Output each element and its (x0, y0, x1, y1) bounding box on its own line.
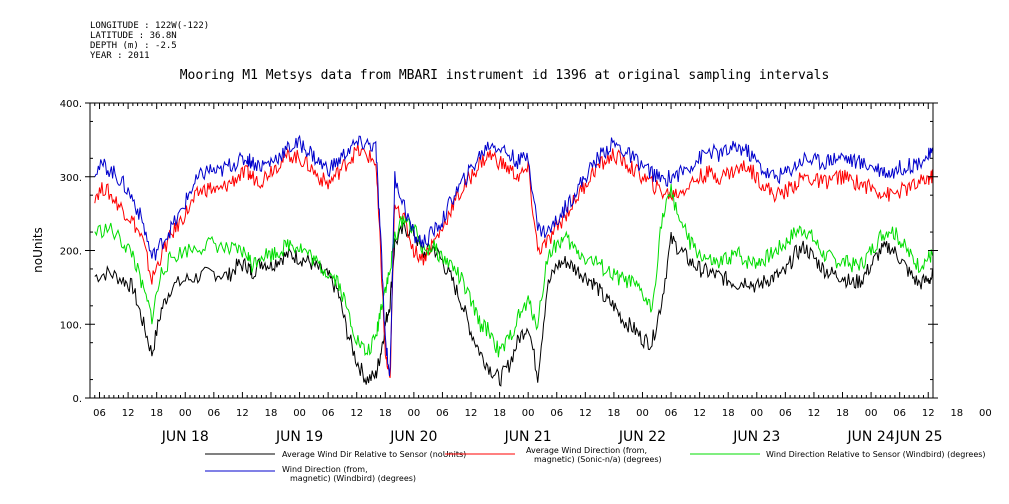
x-hour-label: 18 (722, 408, 735, 419)
x-hour-label: 12 (350, 408, 363, 419)
y-tick-label: 400. (60, 99, 82, 110)
latitude-text: LATITUDE : 36.8N (90, 31, 177, 41)
x-hour-label: 18 (493, 408, 506, 419)
x-hour-label: 06 (436, 408, 449, 419)
x-day-label: JUN 25 (894, 429, 942, 445)
x-hour-label: 12 (579, 408, 592, 419)
series-line-1 (94, 222, 934, 387)
chart-title: Mooring M1 Metsys data from MBARI instru… (179, 68, 830, 83)
x-day-label: JUN 19 (275, 429, 323, 445)
depth-text: DEPTH (m) : -2.5 (90, 41, 177, 51)
series-line-4 (94, 134, 934, 377)
x-day-label: JUN 24 (847, 429, 895, 445)
x-hour-label: 00 (979, 408, 992, 419)
x-hour-label: 06 (550, 408, 563, 419)
x-hour-label: 18 (150, 408, 163, 419)
x-hour-label: 06 (207, 408, 220, 419)
x-hour-label: 12 (236, 408, 249, 419)
legend-label-4: Wind Direction (from, magnetic) (Windbird… (282, 465, 416, 483)
x-hour-label: 00 (865, 408, 878, 419)
y-tick-label: 100. (60, 320, 82, 331)
legend-label-3: Wind Direction Relative to Sensor (Windb… (766, 450, 986, 459)
y-tick-label: 200. (60, 247, 82, 258)
x-hour-label: 12 (465, 408, 478, 419)
x-hour-label: 00 (636, 408, 649, 419)
x-hour-label: 18 (379, 408, 392, 419)
year-text: YEAR : 2011 (90, 51, 150, 61)
x-hour-label: 12 (693, 408, 706, 419)
y-tick-label: 300. (60, 173, 82, 184)
y-tick-label: 0. (72, 394, 82, 405)
x-hour-label: 06 (93, 408, 106, 419)
x-day-label: JUN 23 (732, 429, 780, 445)
x-hour-label: 00 (407, 408, 420, 419)
x-hour-label: 18 (608, 408, 621, 419)
x-hour-label: 06 (665, 408, 678, 419)
x-hour-label: 00 (293, 408, 306, 419)
x-hour-label: 06 (779, 408, 792, 419)
longitude-text: LONGITUDE : 122W(-122) (90, 21, 210, 31)
series-line-3 (94, 183, 934, 358)
x-day-label: JUN 18 (161, 429, 209, 445)
x-hour-label: 12 (808, 408, 821, 419)
series-line-2 (94, 143, 934, 378)
x-hour-label: 00 (522, 408, 535, 419)
x-hour-label: 18 (265, 408, 278, 419)
legend-label-1: Average Wind Dir Relative to Sensor (noU… (282, 450, 466, 459)
legend-label-2: Average Wind Direction (from, magnetic) (… (526, 446, 662, 464)
x-hour-label: 00 (750, 408, 763, 419)
x-day-label: JUN 22 (618, 429, 666, 445)
x-day-label: JUN 20 (389, 429, 437, 445)
y-axis-label: noUnits (31, 227, 45, 273)
x-hour-label: 00 (179, 408, 192, 419)
metadata-block: LONGITUDE : 122W(-122) LATITUDE : 36.8N … (90, 21, 209, 61)
x-hour-label: 12 (122, 408, 135, 419)
x-hour-label: 18 (836, 408, 849, 419)
x-hour-label: 06 (893, 408, 906, 419)
x-day-label: JUN 21 (504, 429, 552, 445)
x-hour-label: 18 (950, 408, 963, 419)
x-hour-label: 12 (922, 408, 935, 419)
x-hour-label: 06 (322, 408, 335, 419)
